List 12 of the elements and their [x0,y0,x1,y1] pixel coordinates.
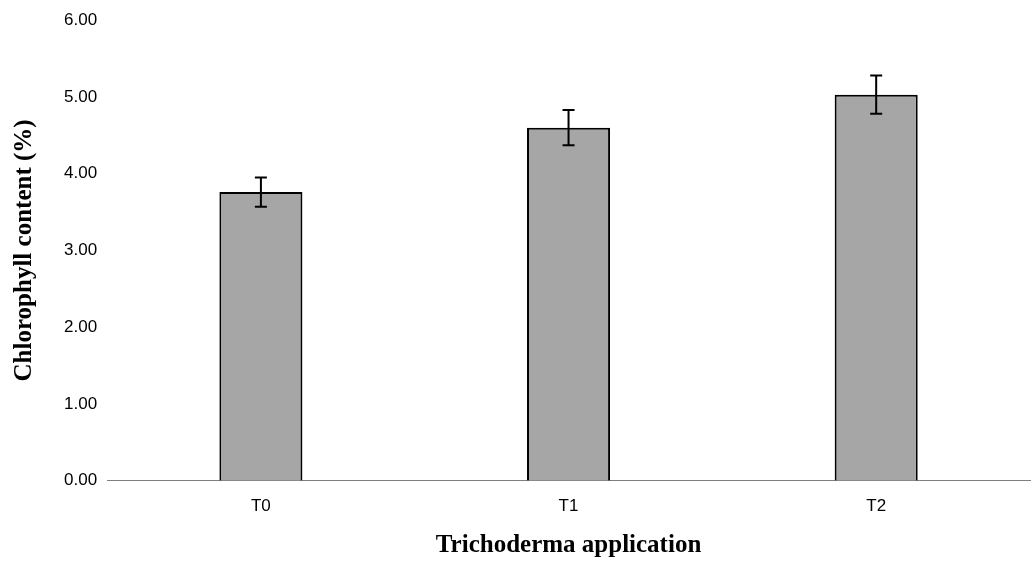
x-tick-label: T1 [558,496,579,516]
y-axis-title: Chlorophyll content (%) [9,119,38,382]
y-tick-label: 6.00 [63,9,98,29]
x-axis-title: Trichoderma application [435,530,702,558]
x-tick-label: T0 [250,496,271,516]
y-tick-label: 1.00 [63,393,98,413]
y-tick-label: 2.00 [63,316,98,336]
y-tick-label: 0.00 [63,470,98,490]
y-tick-label: 5.00 [63,86,98,106]
x-tick-label: T2 [866,496,887,516]
y-tick-label: 3.00 [63,240,98,260]
y-tick-label: 4.00 [63,163,98,183]
